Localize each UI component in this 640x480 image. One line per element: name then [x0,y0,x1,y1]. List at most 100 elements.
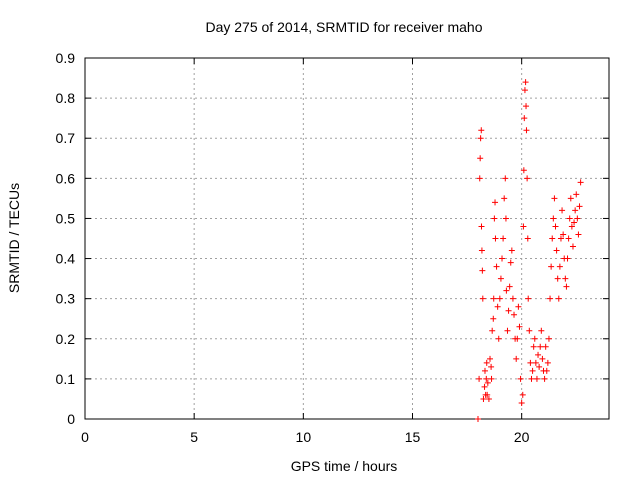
data-point [574,215,581,222]
data-point [511,311,518,318]
y-tick-labels: 0 0.1 0.2 0.3 0.4 0.5 0.6 0.7 0.8 0.9 [56,50,76,427]
x-axis-label: GPS time / hours [291,458,398,474]
data-point [493,263,500,270]
data-point [478,127,485,134]
data-point [549,235,556,242]
data-point [497,275,504,282]
data-point [479,295,486,302]
data-point [481,367,488,374]
data-point [506,283,513,290]
data-point [521,115,528,122]
x-tick-label: 0 [81,429,89,445]
data-point [476,175,483,182]
data-point [480,395,487,402]
data-point [575,231,582,238]
data-point [524,235,531,242]
data-point [550,215,557,222]
data-points [475,79,584,422]
data-point [492,199,499,206]
data-point [565,235,572,242]
x-tick-label: 15 [405,429,421,445]
data-point [547,295,554,302]
y-tick-label: 0.4 [56,251,76,267]
data-point [538,327,545,334]
data-point [477,155,484,162]
y-tick-label: 0.7 [56,130,76,146]
data-point [517,375,524,382]
y-tick-label: 0.6 [56,170,76,186]
data-point [477,135,484,142]
y-tick-label: 0.3 [56,291,76,307]
data-point [535,351,542,358]
data-point [556,263,563,270]
data-point [502,215,509,222]
data-point [533,375,540,382]
data-point [485,395,492,402]
data-point [483,375,490,382]
data-point [496,295,503,302]
data-point [523,127,530,134]
data-point [492,235,499,242]
data-point [484,379,491,386]
data-point [553,247,560,254]
x-tick-label: 10 [296,429,312,445]
axis-ticks [84,57,609,420]
data-point [478,223,485,230]
data-point [522,79,529,86]
data-point [478,247,485,254]
data-point [576,203,583,210]
data-point [516,323,523,330]
data-point [476,375,483,382]
data-point [555,295,562,302]
data-point [525,295,532,302]
data-point [544,359,551,366]
data-point [571,219,578,226]
data-point [487,355,494,362]
data-point [526,327,533,334]
data-point [572,207,579,214]
y-tick-label: 0.9 [56,50,76,66]
data-point [543,367,550,374]
data-point [494,303,501,310]
data-point [557,235,564,242]
x-tick-labels: 0 5 10 15 20 [81,429,530,445]
data-point [524,175,531,182]
data-point [508,247,515,254]
data-point [532,359,539,366]
data-point [564,255,571,262]
data-point [554,275,561,282]
data-point [569,243,576,250]
data-point [539,355,546,362]
data-point [536,363,543,370]
data-point [545,335,552,342]
data-point [541,375,548,382]
y-axis-label: SRMTID / TECUs [6,183,22,293]
chart-title: Day 275 of 2014, SRMTID for receiver mah… [205,19,482,35]
data-point [500,235,507,242]
data-point [502,175,509,182]
data-point [548,263,555,270]
data-point [484,391,491,398]
data-point [518,399,525,406]
data-point [560,231,567,238]
data-point [520,223,527,230]
x-tick-label: 20 [514,429,530,445]
data-point [563,283,570,290]
data-point [515,303,522,310]
plot-frame [84,57,610,420]
data-point [551,195,558,202]
data-point [489,327,496,334]
data-point [566,215,573,222]
data-point [573,191,580,198]
data-point [504,327,511,334]
data-point [479,267,486,274]
data-point [475,416,481,422]
data-point [513,355,520,362]
data-point [490,295,497,302]
data-point [505,307,512,314]
data-point [531,335,538,342]
data-point [523,103,530,110]
data-point [530,343,537,350]
data-point [503,287,510,294]
y-tick-label: 0 [67,411,75,427]
